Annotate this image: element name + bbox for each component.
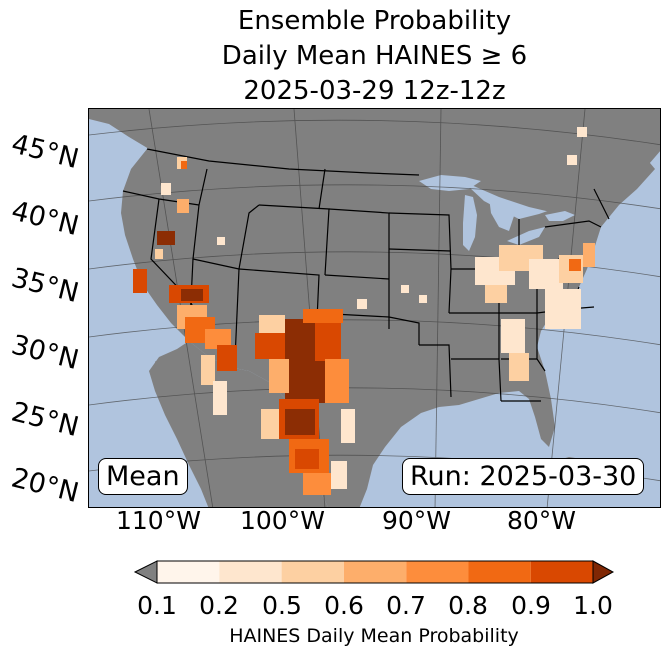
colorbar-tick-1: 0.2 (199, 591, 239, 620)
colorbar-tick-3: 0.6 (324, 591, 364, 620)
lat-label-20: 20°N (8, 462, 82, 510)
lat-label-30: 30°N (8, 329, 82, 377)
lake-huron (489, 197, 515, 231)
map-canvas (89, 109, 660, 507)
lake-michigan (463, 195, 477, 251)
mexico-land (149, 341, 328, 507)
map-title-line1: Ensemble Probability (237, 6, 512, 36)
prob-shading (133, 127, 595, 495)
lake-ontario (545, 211, 575, 221)
colorbar-outline (156, 560, 594, 584)
colorbar-bin-1 (157, 561, 220, 583)
colorbar (133, 560, 615, 584)
canada-land (89, 109, 660, 214)
colorbar-bin-6 (468, 561, 531, 583)
run-date-box: Run: 2025-03-30 (402, 458, 645, 495)
colorbar-bin-4 (343, 561, 407, 583)
map-title-line2: Daily Mean HAINES ≥ 6 (221, 41, 528, 71)
baja-peninsula (155, 361, 201, 457)
colorbar-bin-7 (530, 561, 593, 583)
lat-label-40: 40°N (8, 195, 82, 243)
lon-label-90: 90°W (382, 506, 452, 535)
colorbar-tick-6: 0.9 (511, 591, 551, 620)
colorbar-tick-5: 0.8 (448, 591, 488, 620)
mean-label-box: Mean (98, 458, 188, 495)
lon-label-80: 80°W (507, 506, 577, 535)
colorbar-bin-2 (219, 561, 282, 583)
lat-label-35: 35°N (8, 262, 82, 310)
colorbar-bin-3 (281, 561, 344, 583)
map-panel (88, 108, 661, 508)
colorbar-tick-0: 0.1 (137, 591, 177, 620)
lake-erie (507, 227, 545, 245)
lon-label-100: 100°W (240, 506, 325, 535)
map-title-line3: 2025-03-29 12z-12z (243, 76, 506, 106)
colorbar-under-arrow (133, 560, 158, 584)
colorbar-tick-7: 1.0 (573, 591, 613, 620)
lat-label-25: 25°N (8, 396, 82, 444)
colorbar-over-arrow (592, 560, 615, 584)
colorbar-tick-2: 0.5 (262, 591, 302, 620)
lat-label-45: 45°N (8, 128, 82, 176)
colorbar-tick-4: 0.7 (386, 591, 426, 620)
colorbar-label: HAINES Daily Mean Probability (229, 625, 519, 647)
lon-label-110: 110°W (116, 506, 201, 535)
colorbar-bin-5 (406, 561, 469, 583)
